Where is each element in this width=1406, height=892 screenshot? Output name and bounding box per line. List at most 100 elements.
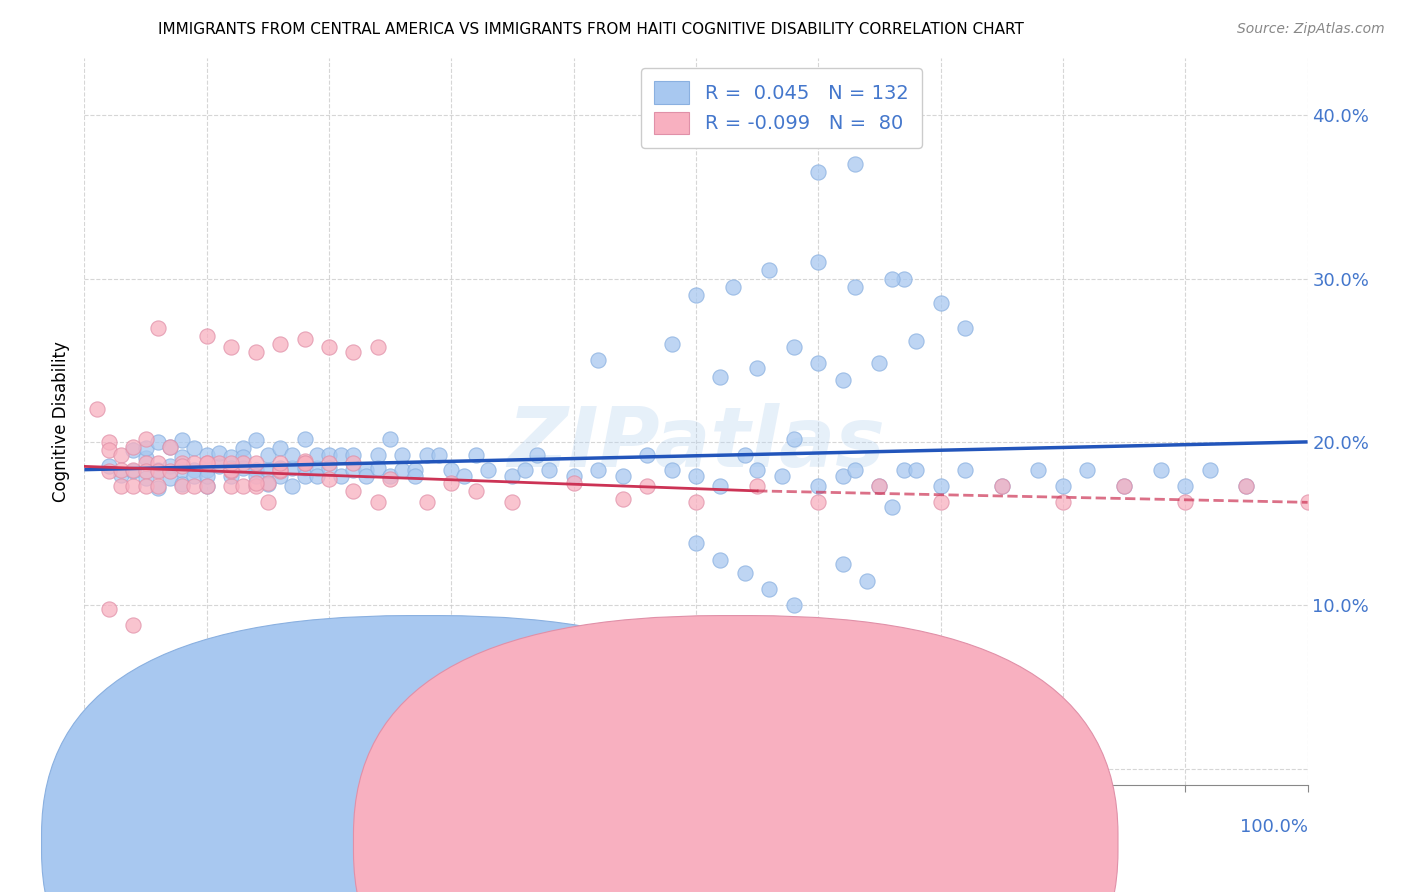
Point [929, 479, 952, 493]
Point [391, 448, 413, 462]
Point [586, 463, 609, 477]
Point [342, 448, 364, 462]
Point [305, 448, 328, 462]
Point [404, 463, 426, 477]
Point [245, 469, 267, 483]
Legend: R =  0.045   N = 132, R = -0.099   N =  80: R = 0.045 N = 132, R = -0.099 N = 80 [641, 68, 922, 147]
Point [219, 340, 242, 354]
Point [172, 477, 194, 491]
Point [1236, 479, 1258, 493]
Point [135, 432, 157, 446]
Point [257, 463, 280, 477]
Point [342, 483, 364, 498]
Point [869, 479, 891, 493]
Point [905, 334, 928, 348]
Point [354, 463, 377, 477]
Point [929, 495, 952, 509]
Point [844, 463, 866, 477]
Point [269, 464, 291, 478]
Point [172, 456, 194, 470]
Point [318, 340, 340, 354]
Point [219, 464, 242, 478]
Point [1236, 479, 1258, 493]
Text: IMMIGRANTS FROM CENTRAL AMERICA VS IMMIGRANTS FROM HAITI COGNITIVE DISABILITY CO: IMMIGRANTS FROM CENTRAL AMERICA VS IMMIG… [157, 22, 1024, 37]
Text: Immigrants from Haiti: Immigrants from Haiti [749, 839, 948, 857]
Point [172, 450, 194, 464]
Point [440, 475, 463, 490]
Point [122, 464, 145, 478]
FancyBboxPatch shape [353, 615, 1118, 892]
Point [86, 402, 108, 417]
Point [612, 469, 634, 483]
Point [636, 479, 658, 493]
Point [97, 443, 120, 458]
Point [685, 495, 707, 509]
Point [135, 442, 157, 456]
Point [159, 471, 181, 485]
Point [770, 469, 793, 483]
Point [122, 440, 145, 454]
Point [232, 479, 254, 493]
Point [709, 552, 731, 566]
Point [1052, 495, 1074, 509]
Point [281, 461, 304, 475]
Point [122, 479, 145, 493]
Point [183, 463, 205, 477]
Point [195, 469, 218, 483]
Point [685, 288, 707, 302]
Point [195, 463, 218, 477]
Point [953, 320, 976, 334]
Point [342, 456, 364, 470]
Point [367, 448, 389, 462]
Point [257, 477, 280, 491]
Point [195, 479, 218, 493]
Point [526, 448, 548, 462]
Point [330, 469, 353, 483]
Point [586, 353, 609, 368]
Point [783, 628, 806, 642]
Point [562, 475, 585, 490]
Point [342, 463, 364, 477]
Point [257, 475, 280, 490]
Point [636, 448, 658, 462]
Point [1076, 463, 1098, 477]
Point [208, 446, 231, 460]
Point [404, 469, 426, 483]
Point [219, 456, 242, 470]
Point [257, 448, 280, 462]
Point [183, 479, 205, 493]
Text: Source: ZipAtlas.com: Source: ZipAtlas.com [1237, 22, 1385, 37]
Text: ZIPatlas: ZIPatlas [508, 403, 884, 483]
Point [831, 469, 853, 483]
Point [172, 434, 194, 448]
Point [869, 479, 891, 493]
Point [294, 332, 316, 346]
Point [427, 448, 450, 462]
Point [1296, 495, 1319, 509]
Point [159, 440, 181, 454]
Point [269, 461, 291, 475]
Point [122, 618, 145, 632]
Point [685, 536, 707, 550]
Point [661, 463, 683, 477]
Point [844, 157, 866, 171]
Point [97, 464, 120, 478]
Point [159, 464, 181, 478]
Point [257, 495, 280, 509]
Point [294, 469, 316, 483]
Point [807, 495, 830, 509]
Point [97, 601, 120, 615]
Point [146, 434, 169, 449]
Point [502, 495, 524, 509]
Point [1114, 479, 1136, 493]
Point [294, 454, 316, 468]
Point [245, 463, 267, 477]
Point [929, 721, 952, 735]
Point [172, 463, 194, 477]
Point [146, 456, 169, 470]
Point [269, 463, 291, 477]
Point [97, 459, 120, 474]
Point [831, 373, 853, 387]
Point [856, 656, 879, 670]
Point [135, 471, 157, 485]
